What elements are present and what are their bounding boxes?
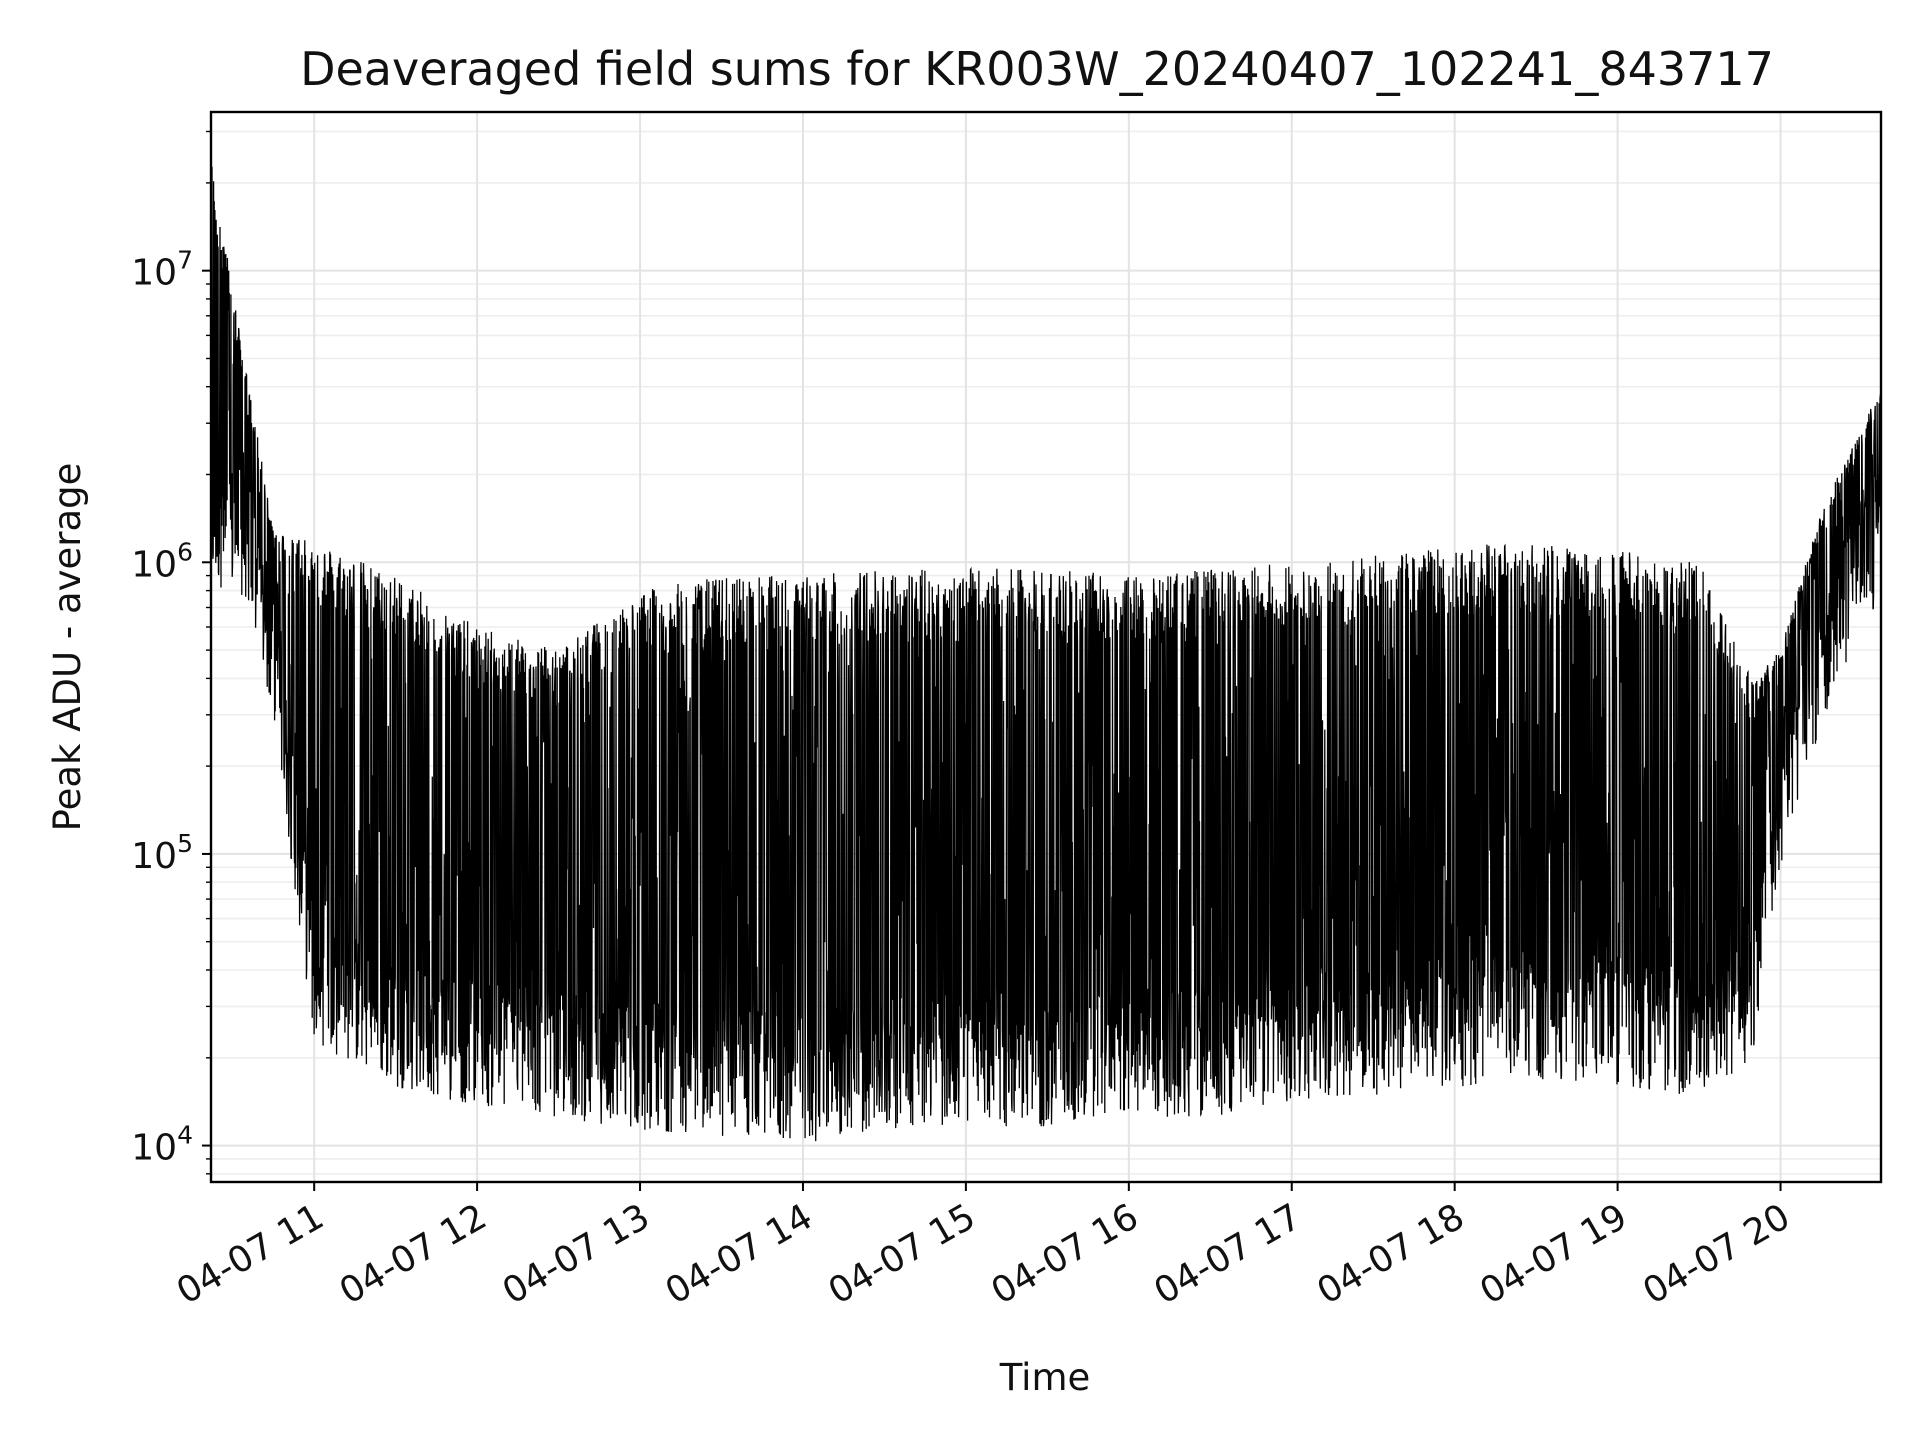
- y-tick-label-base: 10: [131, 836, 177, 877]
- y-tick-label-base: 10: [131, 253, 177, 294]
- y-tick-label-base: 10: [131, 544, 177, 585]
- axis-ticks: [202, 130, 1782, 1191]
- series-line: [210, 166, 1882, 1142]
- y-tick-label: 106: [131, 537, 193, 585]
- y-tick-label: 105: [131, 829, 193, 877]
- y-tick-label: 104: [131, 1121, 193, 1169]
- y-tick-label-base: 10: [131, 1128, 177, 1169]
- chart-title: Deaveraged field sums for KR003W_2024040…: [300, 42, 1774, 96]
- y-axis-label: Peak ADU - average: [46, 463, 89, 832]
- x-axis-label: Time: [999, 1356, 1091, 1399]
- y-tick-label-exponent: 4: [177, 1121, 193, 1150]
- y-tick-label-exponent: 6: [177, 537, 193, 566]
- y-tick-label-exponent: 5: [177, 829, 193, 858]
- plot-area-frame: [209, 110, 1883, 1184]
- y-tick-label-exponent: 7: [177, 246, 193, 275]
- y-tick-label: 107: [131, 246, 193, 294]
